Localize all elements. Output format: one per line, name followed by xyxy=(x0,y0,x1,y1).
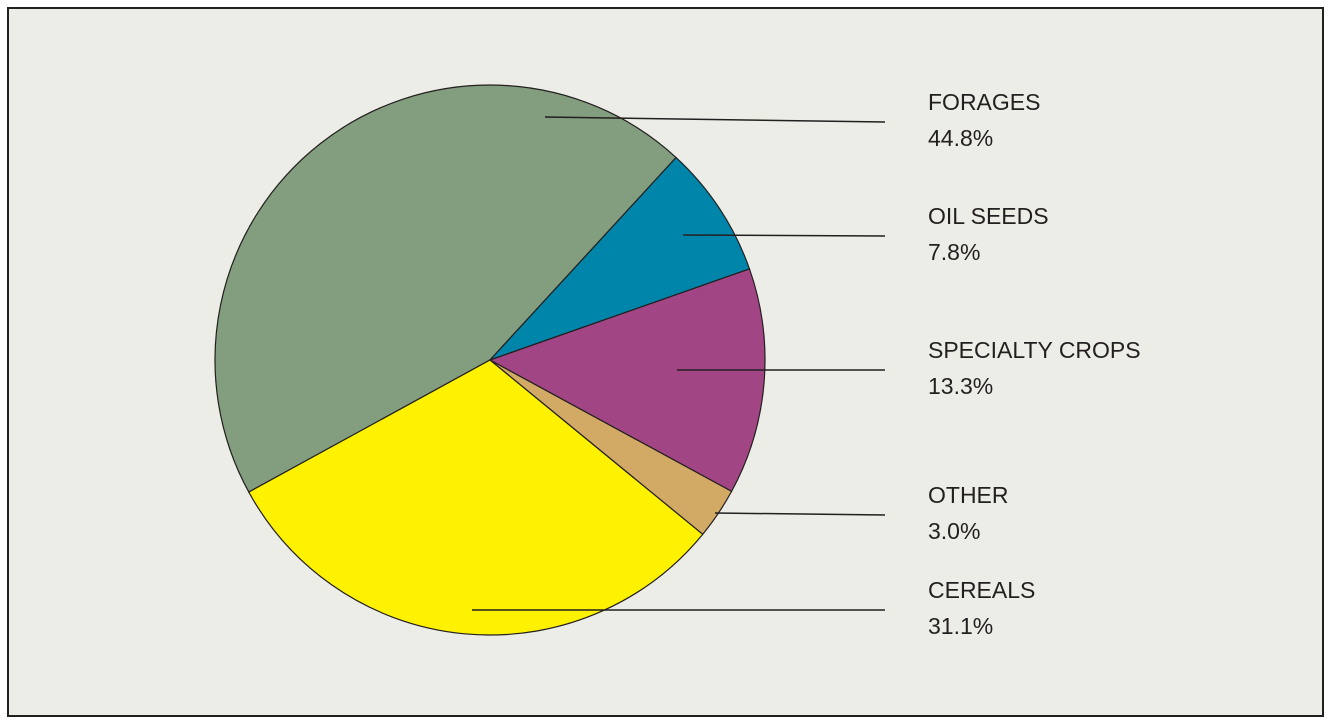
slice-value-label: 31.1% xyxy=(928,613,993,639)
slice-label: CEREALS xyxy=(928,577,1035,603)
pie-slice xyxy=(488,268,766,493)
slice-value-label: 44.8% xyxy=(928,125,993,151)
slice-value-label: 13.3% xyxy=(928,373,993,399)
slice-label: FORAGES xyxy=(928,89,1040,115)
slice-label: SPECIALTY CROPS xyxy=(928,337,1141,363)
leader-line xyxy=(544,116,886,123)
pie-slice xyxy=(214,84,677,493)
leader-line xyxy=(682,234,886,237)
pie-slice xyxy=(489,156,751,361)
slice-label: OTHER xyxy=(928,482,1009,508)
slice-value-label: 7.8% xyxy=(928,239,980,265)
slice-value-label: 3.0% xyxy=(928,518,980,544)
slice-label: OIL SEEDS xyxy=(928,203,1049,229)
pie-slice xyxy=(247,359,704,636)
leader-line xyxy=(714,512,886,516)
